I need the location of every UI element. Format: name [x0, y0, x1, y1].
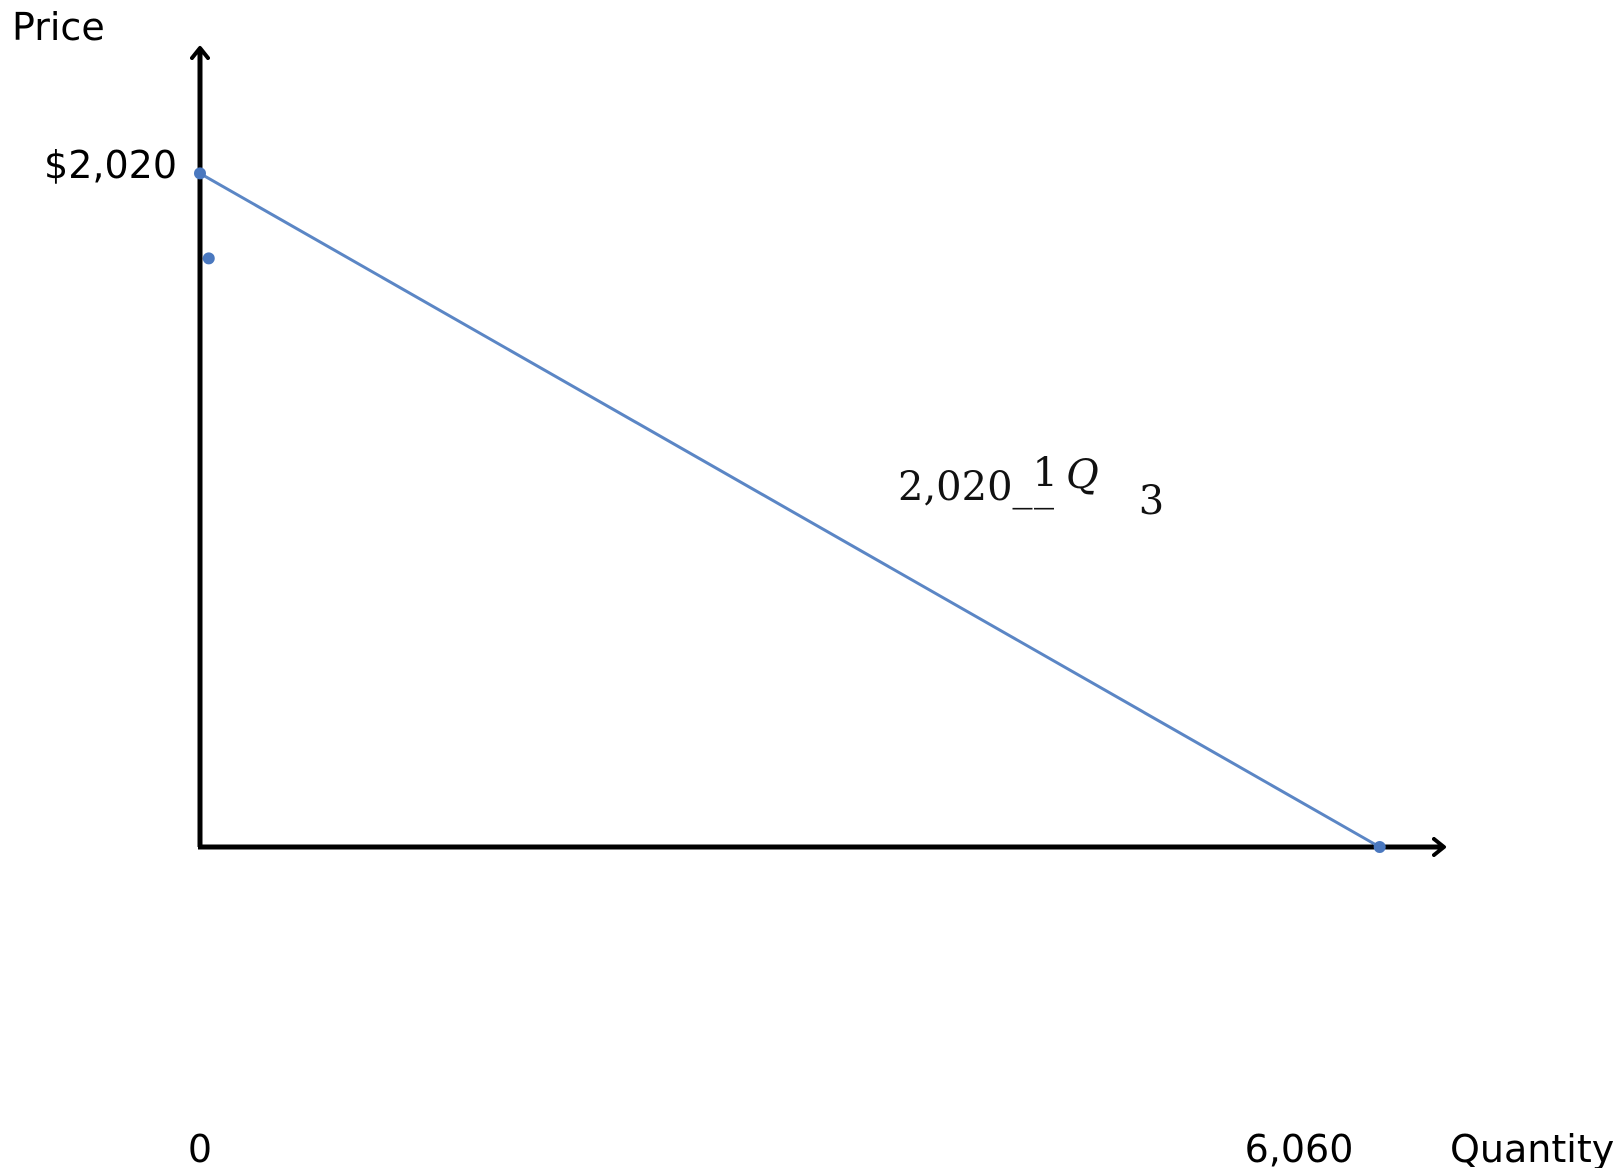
svg-text:2,020_1_Q3: 2,020_1_ Q3: [898, 450, 1164, 524]
equation-variable: Q: [1066, 452, 1099, 498]
equation-denominator: 3: [1139, 478, 1164, 524]
demand-line-0: [199, 172, 1381, 849]
x-tick-label-6060: 6,060: [1245, 1127, 1354, 1168]
marker-layer: [194, 167, 1386, 853]
data-point-0: [194, 167, 206, 180]
data-point-2: [1373, 841, 1386, 853]
data-point-1: [202, 252, 215, 265]
equation-underscore-2: _: [1034, 464, 1054, 510]
equation-underscore-1: _: [1013, 464, 1033, 510]
series-layer: [199, 172, 1381, 849]
y-axis-title: Price: [12, 5, 105, 49]
x-axis-title: Quantity: [1450, 1127, 1614, 1168]
x-tick-label-0: 0: [188, 1127, 212, 1168]
equation-numerator: 1: [1033, 450, 1058, 496]
y-tick-label-2020: $2,020: [44, 143, 177, 187]
demand-equation-label: 2,020_1_ Q3: [898, 450, 1164, 524]
equation-constant: 2,020: [898, 464, 1013, 510]
